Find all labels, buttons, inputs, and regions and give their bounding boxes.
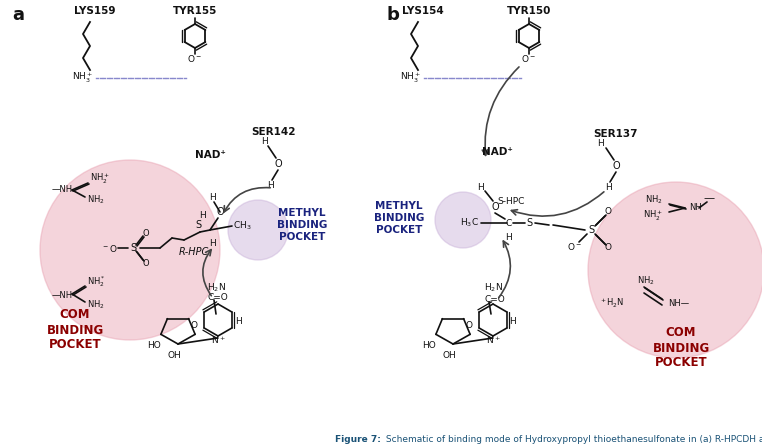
Text: Schematic of binding mode of Hydroxypropyl thioethanesulfonate in (a) R-HPCDH an: Schematic of binding mode of Hydroxyprop… <box>383 435 762 444</box>
Text: R-HPC: R-HPC <box>179 247 209 257</box>
Text: H: H <box>199 211 206 220</box>
Text: C=O: C=O <box>207 293 229 302</box>
Text: O: O <box>491 202 499 212</box>
Text: b: b <box>386 6 399 24</box>
Text: C=O: C=O <box>485 296 505 305</box>
Text: S-HPC: S-HPC <box>498 197 525 206</box>
Text: TYR150: TYR150 <box>507 6 551 16</box>
Text: NAD⁺: NAD⁺ <box>482 147 512 157</box>
Text: O: O <box>612 161 620 171</box>
Circle shape <box>228 200 288 260</box>
Text: O$^-$: O$^-$ <box>568 241 582 251</box>
Text: NH$_2$: NH$_2$ <box>645 194 663 206</box>
Text: $^-$O: $^-$O <box>101 242 118 254</box>
Circle shape <box>588 182 762 358</box>
Text: NH$_2^+$: NH$_2^+$ <box>643 209 663 223</box>
Text: N$^+$: N$^+$ <box>485 334 501 346</box>
Text: NAD⁺: NAD⁺ <box>194 150 226 160</box>
Text: H: H <box>261 138 267 146</box>
Circle shape <box>40 160 220 340</box>
Text: OH: OH <box>442 352 456 361</box>
Text: METHYL
BINDING
POCKET: METHYL BINDING POCKET <box>277 208 327 241</box>
Text: $\mathregular{NH_3^+}$: $\mathregular{NH_3^+}$ <box>72 71 94 85</box>
Text: O: O <box>216 207 224 217</box>
Text: METHYL
BINDING
POCKET: METHYL BINDING POCKET <box>374 202 424 235</box>
Text: SER137: SER137 <box>594 129 639 139</box>
Text: C: C <box>506 219 512 228</box>
Text: N$^+$: N$^+$ <box>210 334 226 346</box>
Text: CH$_3$: CH$_3$ <box>232 220 251 232</box>
Text: NH$_2$: NH$_2$ <box>87 194 104 206</box>
Text: Figure 7:: Figure 7: <box>335 435 381 444</box>
Text: $^+$H$_2$N: $^+$H$_2$N <box>599 297 624 310</box>
Text: H$_2$N: H$_2$N <box>207 282 226 294</box>
Text: O$^-$: O$^-$ <box>521 53 536 65</box>
Text: H$_3$C: H$_3$C <box>459 217 479 229</box>
Text: S: S <box>526 218 532 228</box>
Text: —: — <box>703 193 715 203</box>
Text: NH—: NH— <box>668 298 689 307</box>
Text: HO: HO <box>422 341 436 350</box>
Text: LYS159: LYS159 <box>74 6 116 16</box>
Text: SER142: SER142 <box>251 127 295 137</box>
Text: NH$_2^*$: NH$_2^*$ <box>87 275 105 289</box>
Text: —NH: —NH <box>52 290 73 300</box>
Text: H: H <box>510 318 517 327</box>
Text: COM
BINDING
POCKET: COM BINDING POCKET <box>652 327 709 370</box>
Text: O: O <box>604 244 611 253</box>
Text: O: O <box>604 207 611 216</box>
Text: —NH: —NH <box>52 185 73 194</box>
Text: O$^-$: O$^-$ <box>187 53 203 65</box>
Text: H: H <box>604 184 611 193</box>
Text: HO: HO <box>147 341 161 350</box>
Text: H: H <box>478 182 485 191</box>
Text: TYR155: TYR155 <box>173 6 217 16</box>
Text: COM
BINDING
POCKET: COM BINDING POCKET <box>46 309 104 352</box>
Text: H: H <box>209 240 216 249</box>
Text: H: H <box>235 318 242 327</box>
Text: H: H <box>506 233 512 241</box>
Text: H: H <box>267 181 274 190</box>
Text: O: O <box>274 159 282 169</box>
Text: H: H <box>597 139 604 148</box>
Text: NH$_2$: NH$_2$ <box>637 275 655 287</box>
Text: S: S <box>130 243 136 253</box>
Text: O: O <box>142 228 149 237</box>
Text: NH: NH <box>689 203 702 212</box>
Text: NH$_2^+$: NH$_2^+$ <box>90 172 110 186</box>
Text: H$_2$N: H$_2$N <box>484 282 502 294</box>
Text: OH: OH <box>167 352 181 361</box>
Text: O: O <box>466 322 472 331</box>
Text: NH$_2$: NH$_2$ <box>87 299 104 311</box>
Text: O: O <box>142 258 149 267</box>
Text: O: O <box>190 322 197 331</box>
Text: S: S <box>195 220 201 230</box>
Text: H: H <box>209 194 216 202</box>
Text: a: a <box>12 6 24 24</box>
Text: LYS154: LYS154 <box>402 6 444 16</box>
Text: $\mathregular{NH_3^+}$: $\mathregular{NH_3^+}$ <box>400 71 421 85</box>
Circle shape <box>435 192 491 248</box>
Text: S: S <box>588 225 594 235</box>
